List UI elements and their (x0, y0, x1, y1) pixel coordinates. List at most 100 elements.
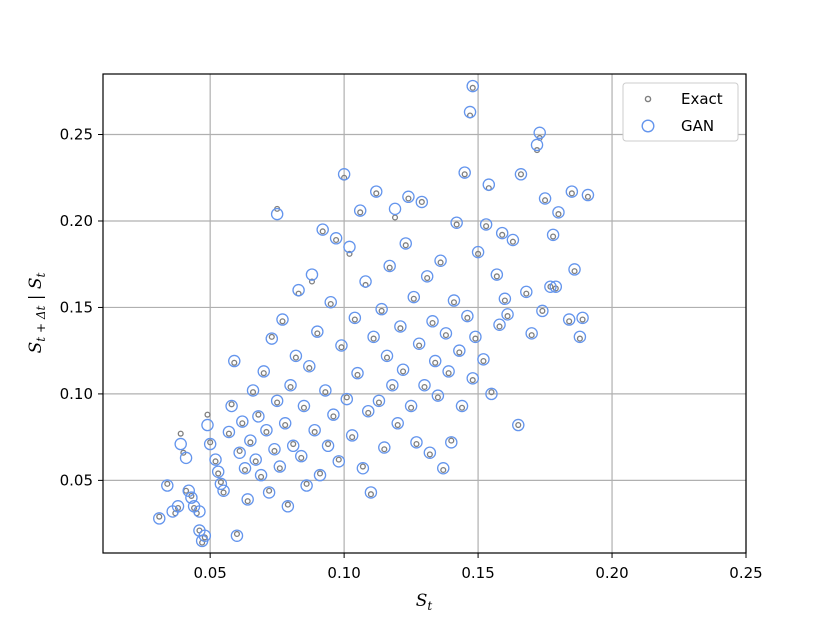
exact-point (378, 307, 385, 314)
x-tick-label: 0.05 (193, 564, 226, 582)
gan-point (359, 275, 372, 288)
gan-point (182, 484, 195, 497)
x-axis-label: St (416, 591, 433, 613)
exact-point (408, 404, 415, 411)
exact-point (314, 330, 321, 337)
exact-point (515, 421, 522, 429)
gan-point (415, 195, 429, 209)
gan-point (193, 505, 206, 518)
exact-point (375, 399, 383, 406)
gan-point (244, 434, 257, 447)
exact-point (509, 238, 516, 245)
gan-point (423, 446, 437, 459)
gan-point (214, 477, 228, 491)
gan-point (512, 418, 525, 432)
gan-point (428, 354, 442, 368)
gan-point (573, 330, 587, 344)
gan-point (431, 389, 445, 402)
gan-point (412, 337, 426, 351)
exact-point (241, 466, 249, 474)
gan-point (506, 233, 520, 247)
gan-point (324, 296, 337, 309)
exact-point (306, 364, 313, 372)
exact-point (164, 480, 171, 487)
gan-point (281, 500, 295, 513)
exact-point (373, 190, 380, 197)
exact-point (397, 325, 404, 332)
exact-point (225, 430, 232, 437)
gan-point (327, 408, 340, 421)
exact-point (303, 480, 310, 487)
legend-box (622, 82, 739, 142)
exact-point (501, 297, 508, 304)
exact-point (207, 439, 214, 446)
gan-point (201, 418, 214, 432)
exact-point (300, 404, 307, 411)
y-axis-label: St + Δt | St (26, 272, 48, 353)
gan-point (343, 240, 356, 254)
exact-point (442, 332, 449, 339)
gan-point (375, 302, 388, 316)
gan-point (391, 417, 404, 430)
gan-point (284, 379, 297, 392)
gan-point (568, 263, 581, 276)
legend: Exact GAN (622, 82, 739, 142)
exact-point (354, 371, 361, 378)
exact-point (456, 349, 463, 356)
legend-label-gan: GAN (681, 117, 714, 135)
gan-point (276, 313, 289, 326)
exact-point (287, 383, 294, 391)
exact-point (445, 370, 452, 377)
exact-point (566, 318, 573, 325)
exact-point (461, 171, 468, 178)
legend-marker-gan (641, 119, 655, 133)
gan-point (455, 399, 469, 413)
gan-point (262, 486, 276, 499)
exact-point (338, 344, 345, 351)
gan-point (533, 126, 546, 140)
gan-point (295, 449, 308, 463)
exact-point (260, 370, 267, 377)
gan-point (490, 268, 504, 281)
gan-point (185, 491, 198, 504)
exact-point (346, 250, 353, 257)
exact-point (472, 335, 479, 342)
exact-point (480, 358, 487, 365)
gan-point (370, 185, 383, 198)
exact-point (426, 451, 433, 458)
gan-point (458, 166, 471, 179)
legend-marker-exact (644, 95, 652, 103)
gan-point (378, 441, 391, 454)
exact-point (389, 383, 396, 391)
gan-point (249, 453, 262, 466)
exact-point (276, 465, 283, 472)
exact-point (400, 368, 407, 375)
exact-point (416, 342, 423, 349)
gan-point (388, 202, 402, 216)
gan-point (426, 315, 439, 328)
exact-point (576, 335, 583, 342)
exact-point (383, 354, 391, 361)
exact-point (349, 434, 356, 441)
gan-point (410, 436, 423, 449)
gan-point (319, 384, 332, 397)
y-tick-label: 0.10 (60, 385, 93, 403)
gan-point (257, 365, 270, 378)
exact-point (555, 211, 562, 218)
exact-point (568, 190, 575, 197)
exact-point (418, 198, 425, 206)
gan-point (340, 392, 354, 406)
legend-label-exact: Exact (681, 90, 723, 108)
gan-point (286, 439, 300, 453)
x-tick-label: 0.15 (461, 564, 494, 582)
gan-point (332, 455, 346, 468)
gan-point (576, 311, 589, 325)
exact-point (571, 268, 578, 275)
exact-point (268, 333, 275, 340)
exact-point (324, 441, 332, 448)
gan-point (228, 354, 241, 368)
exact-point (330, 413, 337, 420)
exact-point (231, 359, 238, 366)
exact-point (370, 335, 377, 342)
gan-point (270, 207, 284, 221)
